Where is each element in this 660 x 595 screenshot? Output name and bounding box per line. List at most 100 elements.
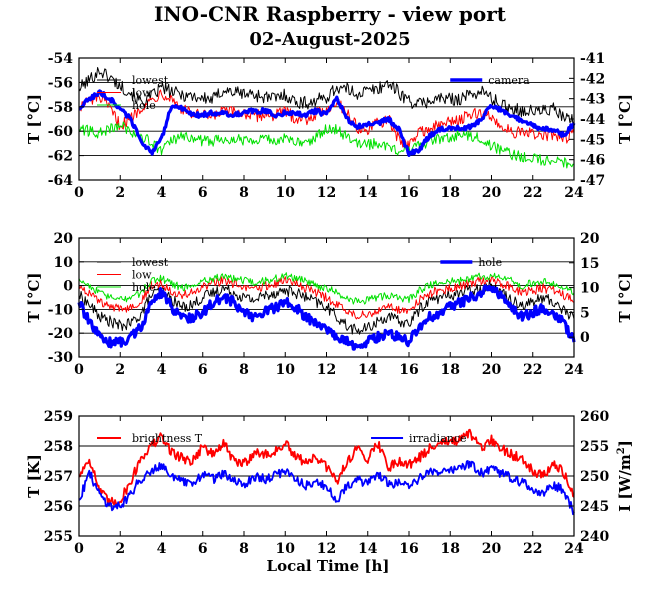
y-right-axis-label: I [W/m2] bbox=[616, 440, 634, 512]
y-left-axis-label: T [K] bbox=[25, 454, 43, 498]
legend-label-low: low bbox=[132, 269, 152, 282]
y-right-tick-label-260: 260 bbox=[580, 409, 609, 425]
x-tick-label-0: 0 bbox=[74, 541, 84, 557]
legend-label-right-irradiance: irradiance bbox=[409, 432, 466, 445]
y-left-tick-label--30: -30 bbox=[48, 350, 74, 366]
legend-label-low: low bbox=[132, 87, 152, 100]
legend-label-brightness-T: brightness T bbox=[132, 432, 203, 445]
y-left-tick-label-10: 10 bbox=[54, 255, 74, 271]
chart-title: INO-CNR Raspberry - view port bbox=[154, 2, 507, 26]
legend-label-lowest: lowest bbox=[132, 256, 169, 269]
x-tick-label-8: 8 bbox=[239, 185, 249, 201]
y-left-tick-label--56: -56 bbox=[48, 75, 73, 91]
y-left-tick-label--54: -54 bbox=[48, 51, 74, 67]
panel-3: 0 2 4 6 8 10 12 14 16 18 20 22 242552562572582592402… bbox=[25, 409, 634, 557]
series-line-hole-left bbox=[78, 272, 575, 305]
chart-subtitle: 02-August-2025 bbox=[249, 29, 410, 50]
x-tick-label-12: 12 bbox=[317, 541, 336, 557]
y-right-tick-label-255: 255 bbox=[580, 439, 609, 455]
x-tick-label-14: 14 bbox=[358, 541, 378, 557]
y-right-tick-label-10: 10 bbox=[580, 281, 600, 297]
x-tick-label-18: 18 bbox=[441, 541, 460, 557]
y-left-tick-label--60: -60 bbox=[48, 124, 74, 140]
legend-label-hole: hole bbox=[132, 99, 156, 112]
y-right-axis-label: T [°C] bbox=[616, 94, 634, 144]
x-tick-label-20: 20 bbox=[482, 541, 502, 557]
x-tick-label-22: 22 bbox=[523, 362, 542, 378]
y-right-tick-label--42: -42 bbox=[580, 71, 605, 87]
series-line-camera-right bbox=[78, 89, 576, 157]
y-left-tick-label-257: 257 bbox=[44, 469, 73, 485]
x-tick-label-2: 2 bbox=[115, 185, 125, 201]
y-left-tick-label-0: 0 bbox=[63, 279, 73, 295]
y-right-tick-label-20: 20 bbox=[580, 231, 600, 247]
y-left-tick-label-256: 256 bbox=[44, 499, 73, 515]
x-tick-label-24: 24 bbox=[564, 362, 584, 378]
x-tick-label-12: 12 bbox=[317, 362, 336, 378]
x-tick-label-18: 18 bbox=[441, 362, 460, 378]
y-right-tick-label--43: -43 bbox=[580, 92, 605, 108]
y-left-tick-label--10: -10 bbox=[48, 302, 74, 318]
x-tick-label-20: 20 bbox=[482, 362, 502, 378]
x-tick-label-4: 4 bbox=[157, 362, 167, 378]
x-tick-label-10: 10 bbox=[276, 541, 296, 557]
series-line-low-left bbox=[78, 89, 575, 152]
legend-label-right-hole: hole bbox=[478, 256, 502, 269]
x-tick-label-14: 14 bbox=[358, 362, 378, 378]
y-left-tick-label-255: 255 bbox=[44, 529, 73, 545]
x-tick-label-6: 6 bbox=[198, 362, 208, 378]
y-left-tick-label-20: 20 bbox=[54, 231, 74, 247]
y-left-tick-label--62: -62 bbox=[48, 149, 73, 165]
y-right-tick-label--46: -46 bbox=[580, 153, 605, 169]
x-tick-label-10: 10 bbox=[276, 185, 296, 201]
series-line-hole-left bbox=[78, 121, 575, 169]
y-right-tick-label-5: 5 bbox=[580, 305, 590, 321]
x-tick-label-14: 14 bbox=[358, 185, 378, 201]
x-tick-label-24: 24 bbox=[564, 541, 584, 557]
x-tick-label-4: 4 bbox=[157, 541, 167, 557]
panel-2: 0 2 4 6 8 10 12 14 16 18 20 22 24-30-20-100102005101… bbox=[25, 231, 634, 378]
x-tick-label-16: 16 bbox=[399, 185, 418, 201]
y-left-axis-label: T [°C] bbox=[25, 94, 43, 144]
x-tick-label-8: 8 bbox=[239, 541, 249, 557]
y-right-tick-label-240: 240 bbox=[580, 529, 609, 545]
y-right-axis-label: T [°C] bbox=[616, 272, 634, 322]
y-right-tick-label-250: 250 bbox=[580, 469, 609, 485]
x-tick-label-2: 2 bbox=[115, 541, 125, 557]
y-left-tick-label--58: -58 bbox=[48, 100, 73, 116]
x-tick-label-6: 6 bbox=[198, 185, 208, 201]
series-line-irradiance-right bbox=[78, 460, 575, 516]
y-left-axis-label: T [°C] bbox=[25, 272, 43, 322]
x-tick-label-8: 8 bbox=[239, 362, 249, 378]
x-tick-label-18: 18 bbox=[441, 185, 460, 201]
x-tick-label-20: 20 bbox=[482, 185, 502, 201]
y-left-tick-label-258: 258 bbox=[44, 439, 73, 455]
x-tick-label-0: 0 bbox=[74, 185, 84, 201]
x-axis-label: Local Time [h] bbox=[267, 557, 390, 575]
series-line-hole-right bbox=[77, 284, 576, 351]
x-tick-label-10: 10 bbox=[276, 362, 296, 378]
legend-label-hole: hole bbox=[132, 281, 156, 294]
x-tick-label-22: 22 bbox=[523, 541, 542, 557]
x-tick-label-4: 4 bbox=[157, 185, 167, 201]
y-right-tick-label--47: -47 bbox=[580, 173, 605, 189]
x-tick-label-16: 16 bbox=[399, 362, 418, 378]
y-right-tick-label--45: -45 bbox=[580, 132, 605, 148]
series-line-low-left bbox=[78, 275, 575, 320]
y-left-tick-label--20: -20 bbox=[48, 326, 74, 342]
x-tick-label-22: 22 bbox=[523, 185, 542, 201]
y-left-tick-label--64: -64 bbox=[48, 173, 74, 189]
x-tick-label-24: 24 bbox=[564, 185, 584, 201]
x-tick-label-2: 2 bbox=[115, 362, 125, 378]
y-right-tick-label-0: 0 bbox=[580, 330, 590, 346]
y-left-tick-label-259: 259 bbox=[44, 409, 73, 425]
x-tick-label-6: 6 bbox=[198, 541, 208, 557]
legend-label-right-camera: camera bbox=[488, 74, 530, 87]
y-right-tick-label-245: 245 bbox=[580, 499, 609, 515]
x-tick-label-16: 16 bbox=[399, 541, 418, 557]
y-right-tick-label--41: -41 bbox=[580, 51, 605, 67]
x-tick-label-0: 0 bbox=[74, 362, 84, 378]
x-tick-label-12: 12 bbox=[317, 185, 336, 201]
y-right-tick-label-15: 15 bbox=[580, 256, 599, 272]
